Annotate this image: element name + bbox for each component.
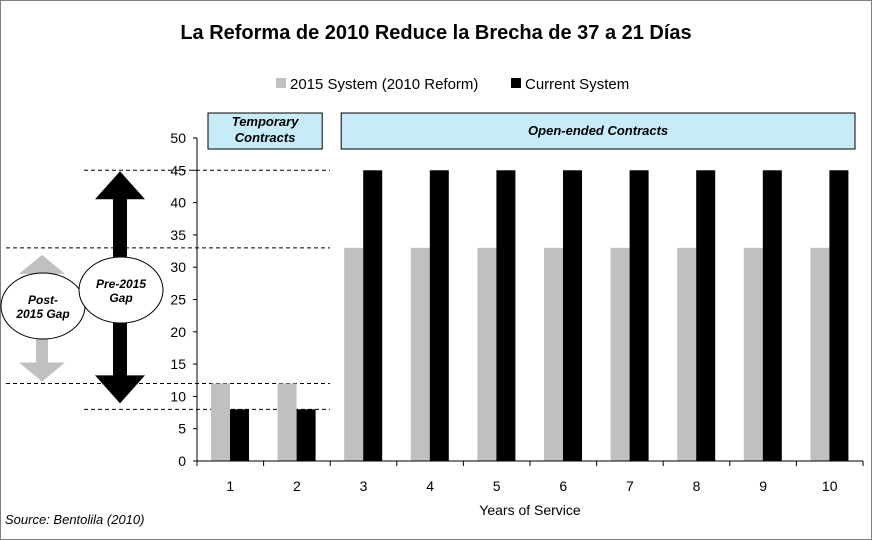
bar-current-10	[829, 170, 849, 462]
bar-current-4	[429, 170, 449, 462]
y-ticks: 0 5 10 15 20 25 30 35 40 45 50	[170, 130, 197, 469]
legend-label-2015-system: 2015 System (2010 Reform)	[290, 76, 478, 93]
x-tick-label: 10	[822, 478, 838, 494]
post-gap-label-1: 2015 Gap	[15, 307, 69, 321]
x-tick-label: 1	[226, 478, 234, 494]
y-tick-label: 10	[170, 388, 186, 404]
bar-reform-7	[610, 247, 630, 461]
y-tick-label: 30	[170, 259, 186, 275]
pre-gap-label-0: Pre-2015	[96, 277, 146, 291]
legend-swatch-2015-system	[276, 78, 286, 88]
source-note: Source: Bentolila (2010)	[5, 512, 144, 527]
x-tick-label: 8	[693, 478, 701, 494]
bar-current-5	[496, 170, 516, 462]
bar-reform-2	[277, 383, 297, 461]
bar-current-8	[696, 170, 716, 462]
bars	[211, 170, 849, 462]
bar-current-2	[296, 409, 316, 461]
band-label-0-1: Contracts	[235, 130, 296, 145]
post-gap-label-0: Post-	[28, 293, 58, 307]
y-tick-label: 15	[170, 356, 186, 372]
y-tick-label: 0	[178, 453, 186, 469]
bar-current-7	[629, 170, 649, 462]
y-tick-label: 25	[170, 292, 186, 308]
x-tick-label: 9	[759, 478, 767, 494]
legend-label-current-system: Current System	[525, 76, 629, 93]
bar-current-3	[363, 170, 383, 462]
bar-current-1	[230, 409, 249, 461]
band-box-0	[207, 112, 323, 150]
bar-reform-4	[410, 247, 430, 461]
x-tick-label: 6	[559, 478, 567, 494]
y-tick-label: 50	[170, 130, 186, 146]
x-tick-label: 4	[426, 478, 434, 494]
y-tick-label: 40	[170, 195, 186, 211]
band-label-1-0: Open-ended Contracts	[528, 123, 668, 138]
x-tick-label: 5	[493, 478, 501, 494]
bar-current-6	[563, 170, 582, 462]
y-tick-label: 45	[170, 162, 186, 178]
y-tick-label: 20	[170, 324, 186, 340]
legend-swatch-current-system	[511, 78, 521, 88]
y-tick-label: 5	[178, 421, 186, 437]
bar-reform-9	[743, 247, 763, 461]
y-tick-label: 35	[170, 227, 186, 243]
band-box-1	[340, 112, 856, 150]
bar-reform-6	[544, 247, 563, 461]
legend: 2015 System (2010 Reform) Current System	[276, 76, 629, 93]
x-tick-label: 7	[626, 478, 634, 494]
pre-gap-ellipse	[78, 256, 164, 324]
pre-gap-label-1: Gap	[109, 291, 132, 305]
bar-reform-10	[810, 247, 830, 461]
chart-title: La Reforma de 2010 Reduce la Brecha de 3…	[180, 22, 691, 44]
band-label-0-0: Temporary	[232, 114, 299, 129]
bar-reform-5	[477, 247, 497, 461]
x-tick-label: 2	[293, 478, 301, 494]
bar-current-9	[762, 170, 782, 462]
bar-reform-1	[211, 383, 230, 461]
x-ticks: 1 2 3 4 5 6 7 8 9 10	[196, 461, 864, 494]
x-tick-label: 3	[360, 478, 368, 494]
bar-reform-8	[677, 247, 697, 461]
x-axis-title: Years of Service	[479, 502, 581, 518]
bar-reform-3	[344, 247, 364, 461]
